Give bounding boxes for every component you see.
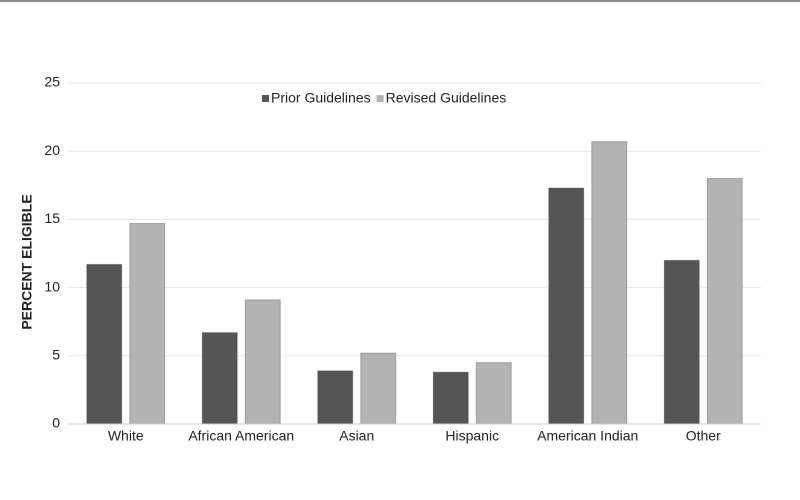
legend-label: Prior Guidelines: [271, 90, 371, 106]
bar: [360, 352, 397, 425]
y-tick-label: 10: [44, 278, 60, 294]
x-tick-label: White: [108, 428, 144, 444]
y-tick-label: 15: [44, 210, 60, 226]
legend-marker: [262, 95, 269, 102]
y-tick-label: 0: [52, 415, 60, 431]
bar: [432, 371, 469, 425]
x-tick-label: Other: [686, 428, 721, 444]
bar: [591, 141, 628, 425]
y-tick-label: 20: [44, 142, 60, 158]
y-tick-label: 5: [52, 347, 60, 363]
x-tick-label: Asian: [339, 428, 374, 444]
bar: [548, 187, 585, 425]
legend-label: Revised Guidelines: [386, 90, 507, 106]
x-tick-label: Hispanic: [445, 428, 499, 444]
bar: [244, 299, 281, 425]
bar: [475, 362, 512, 425]
x-tick-label: African American: [188, 428, 294, 444]
y-tick-label: 25: [44, 74, 60, 90]
bar: [663, 259, 700, 425]
x-tick-label: American Indian: [537, 428, 638, 444]
legend-marker: [376, 95, 384, 102]
bar: [706, 177, 743, 425]
bar: [86, 263, 123, 425]
y-axis-label: PERCENT ELIGIBLE: [19, 194, 35, 329]
bar: [317, 370, 354, 425]
bar: [201, 332, 238, 425]
bar: [129, 222, 166, 425]
